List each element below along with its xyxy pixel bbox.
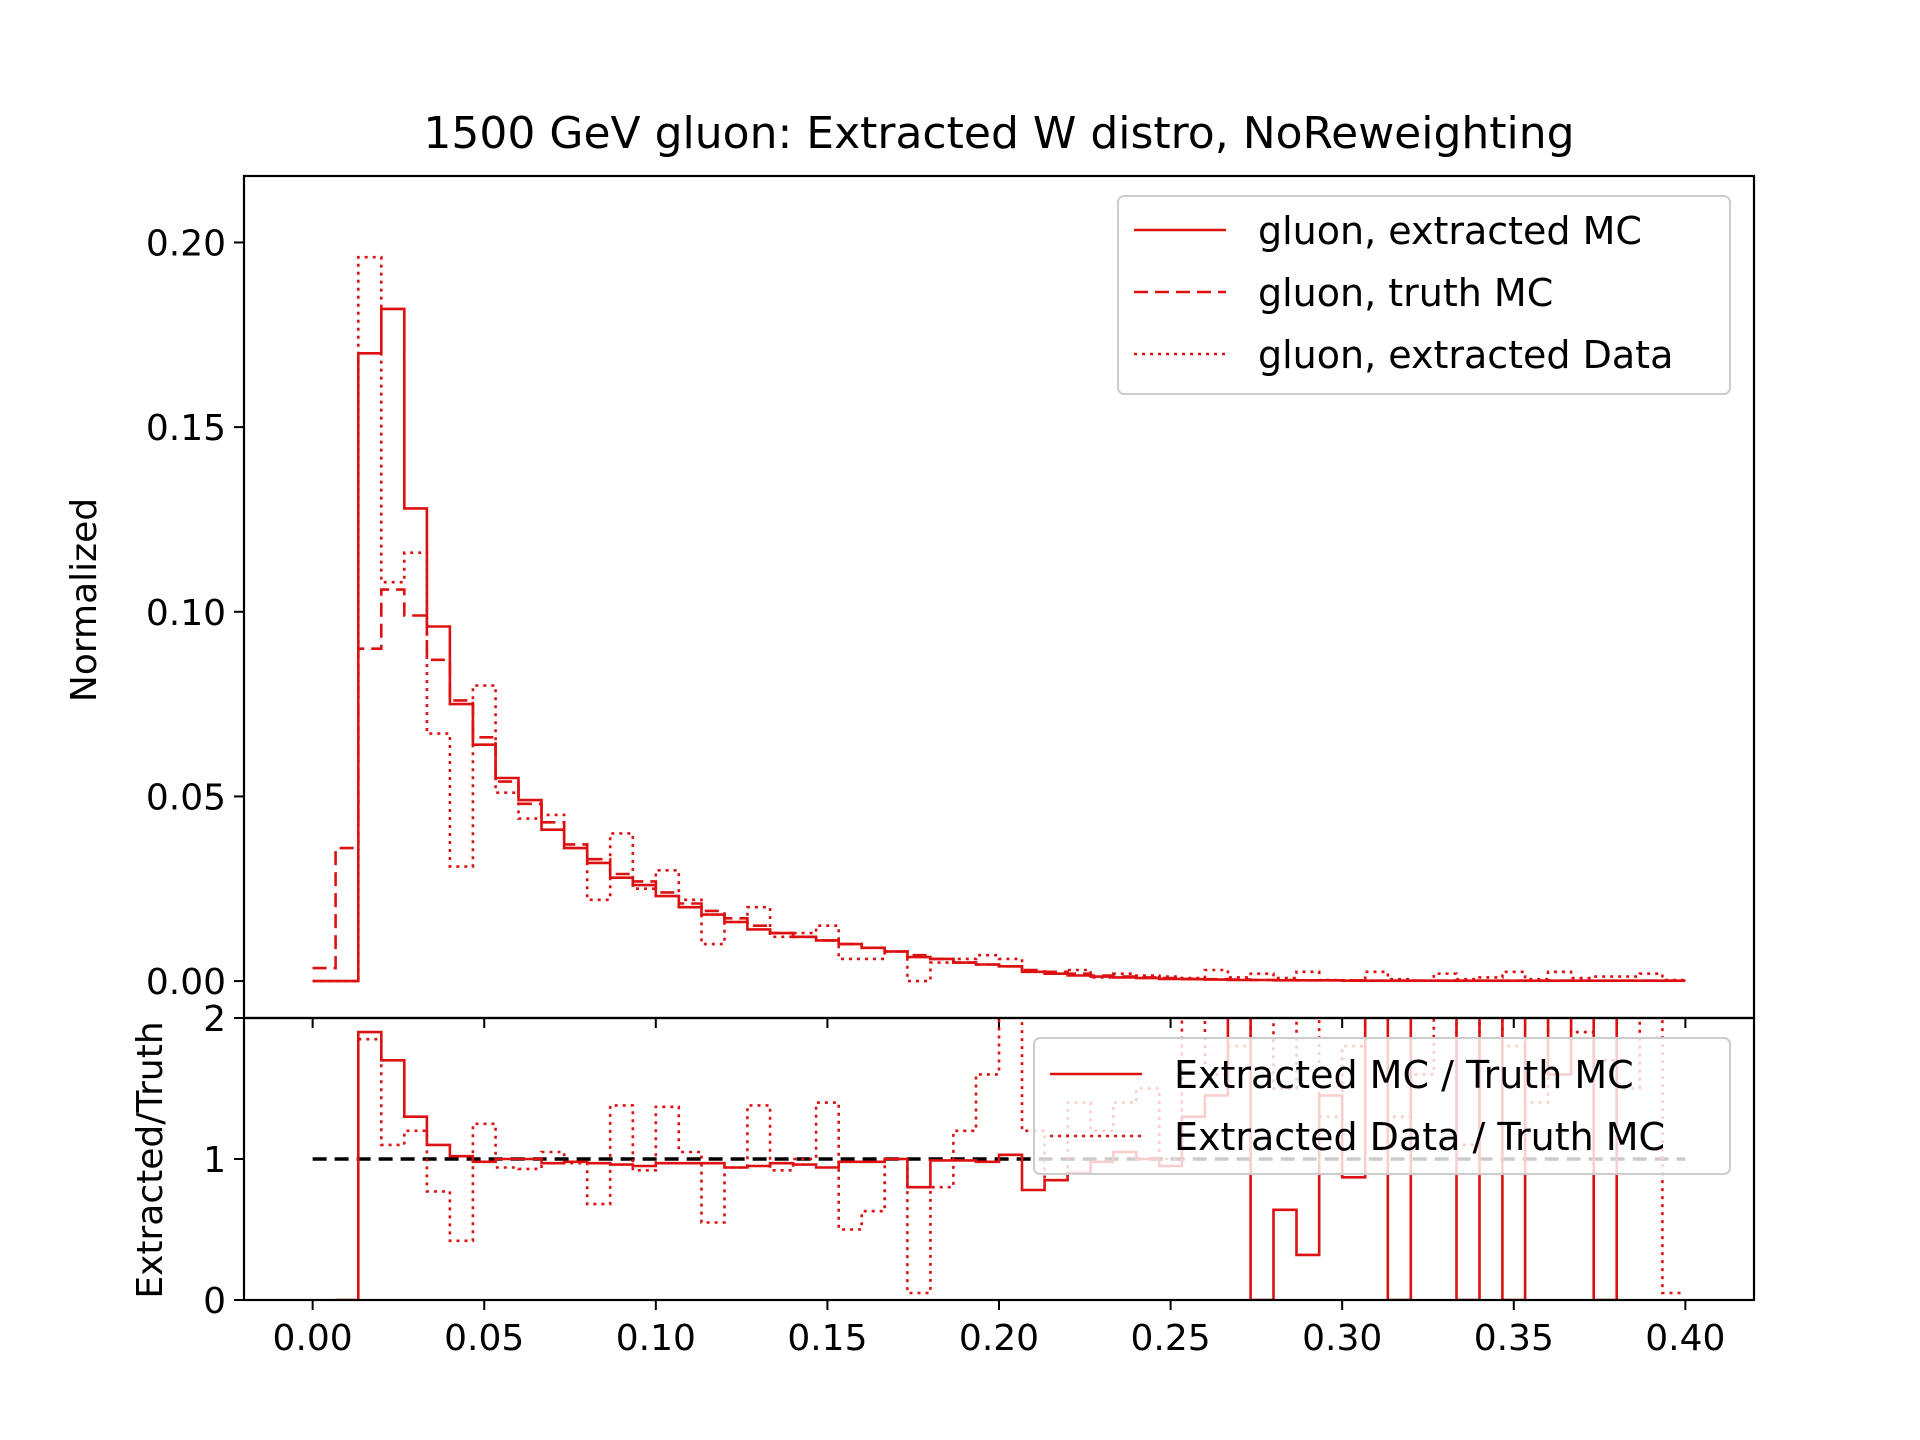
ratio-y-axis-label: Extracted/Truth — [130, 1021, 171, 1298]
main-series-group — [312, 255, 1686, 983]
x-tick-label: 0.35 — [1474, 1318, 1554, 1359]
y-tick-label: 0.10 — [146, 593, 226, 634]
ratio-series-group — [312, 1018, 1686, 1300]
legend-box — [1033, 1037, 1731, 1175]
main-legend: gluon, extracted MC gluon, truth MC gluon,… — [1117, 195, 1731, 395]
ratio-y-ticks: 0 1 2 — [203, 999, 244, 1322]
main-y-ticks: 0.00 0.05 0.10 0.15 0.20 — [146, 223, 244, 1003]
y-tick-label: 0.00 — [146, 962, 226, 1003]
y-tick-label: 0 — [203, 1281, 226, 1322]
main-y-axis-label: Normalized — [64, 498, 105, 702]
ratio-x-ticks: 0.00 0.05 0.10 0.15 0.20 0.25 0.30 0.35 0.40 — [273, 1300, 1725, 1359]
y-tick-label: 2 — [203, 999, 226, 1040]
series-line-dotted — [312, 255, 1686, 983]
series-line-dashed — [312, 588, 1686, 982]
y-tick-label: 0.20 — [146, 223, 226, 264]
main-panel: 0.00 0.05 0.10 0.15 0.20 Normalized gluon, e… — [64, 174, 1756, 1028]
chart-title: 1500 GeV gluon: Extracted W distro, NoRe… — [423, 108, 1574, 159]
x-tick-label: 0.20 — [959, 1318, 1039, 1359]
x-tick-label: 0.10 — [616, 1318, 696, 1359]
legend-label: Extracted MC / Truth MC — [1174, 1053, 1634, 1097]
x-tick-label: 0.00 — [273, 1318, 353, 1359]
x-tick-label: 0.30 — [1302, 1318, 1382, 1359]
y-tick-label: 1 — [203, 1140, 226, 1181]
y-tick-label: 0.05 — [146, 777, 226, 818]
legend-label: gluon, truth MC — [1258, 271, 1553, 315]
x-tick-label: 0.15 — [787, 1318, 867, 1359]
legend-label: gluon, extracted MC — [1258, 209, 1642, 253]
ratio-legend: Extracted MC / Truth MC Extracted Data / … — [1033, 1037, 1731, 1175]
x-tick-label: 0.25 — [1131, 1318, 1211, 1359]
series-line-solid — [312, 307, 1686, 983]
legend-box — [1117, 195, 1731, 395]
legend-label: gluon, extracted Data — [1258, 333, 1673, 377]
x-tick-label: 0.40 — [1645, 1318, 1725, 1359]
legend-label: Extracted Data / Truth MC — [1174, 1115, 1665, 1159]
x-tick-label: 0.05 — [444, 1318, 524, 1359]
y-tick-label: 0.15 — [146, 408, 226, 449]
ratio-panel: Extracted MC / Truth MC Extracted Data / … — [130, 999, 1756, 1359]
